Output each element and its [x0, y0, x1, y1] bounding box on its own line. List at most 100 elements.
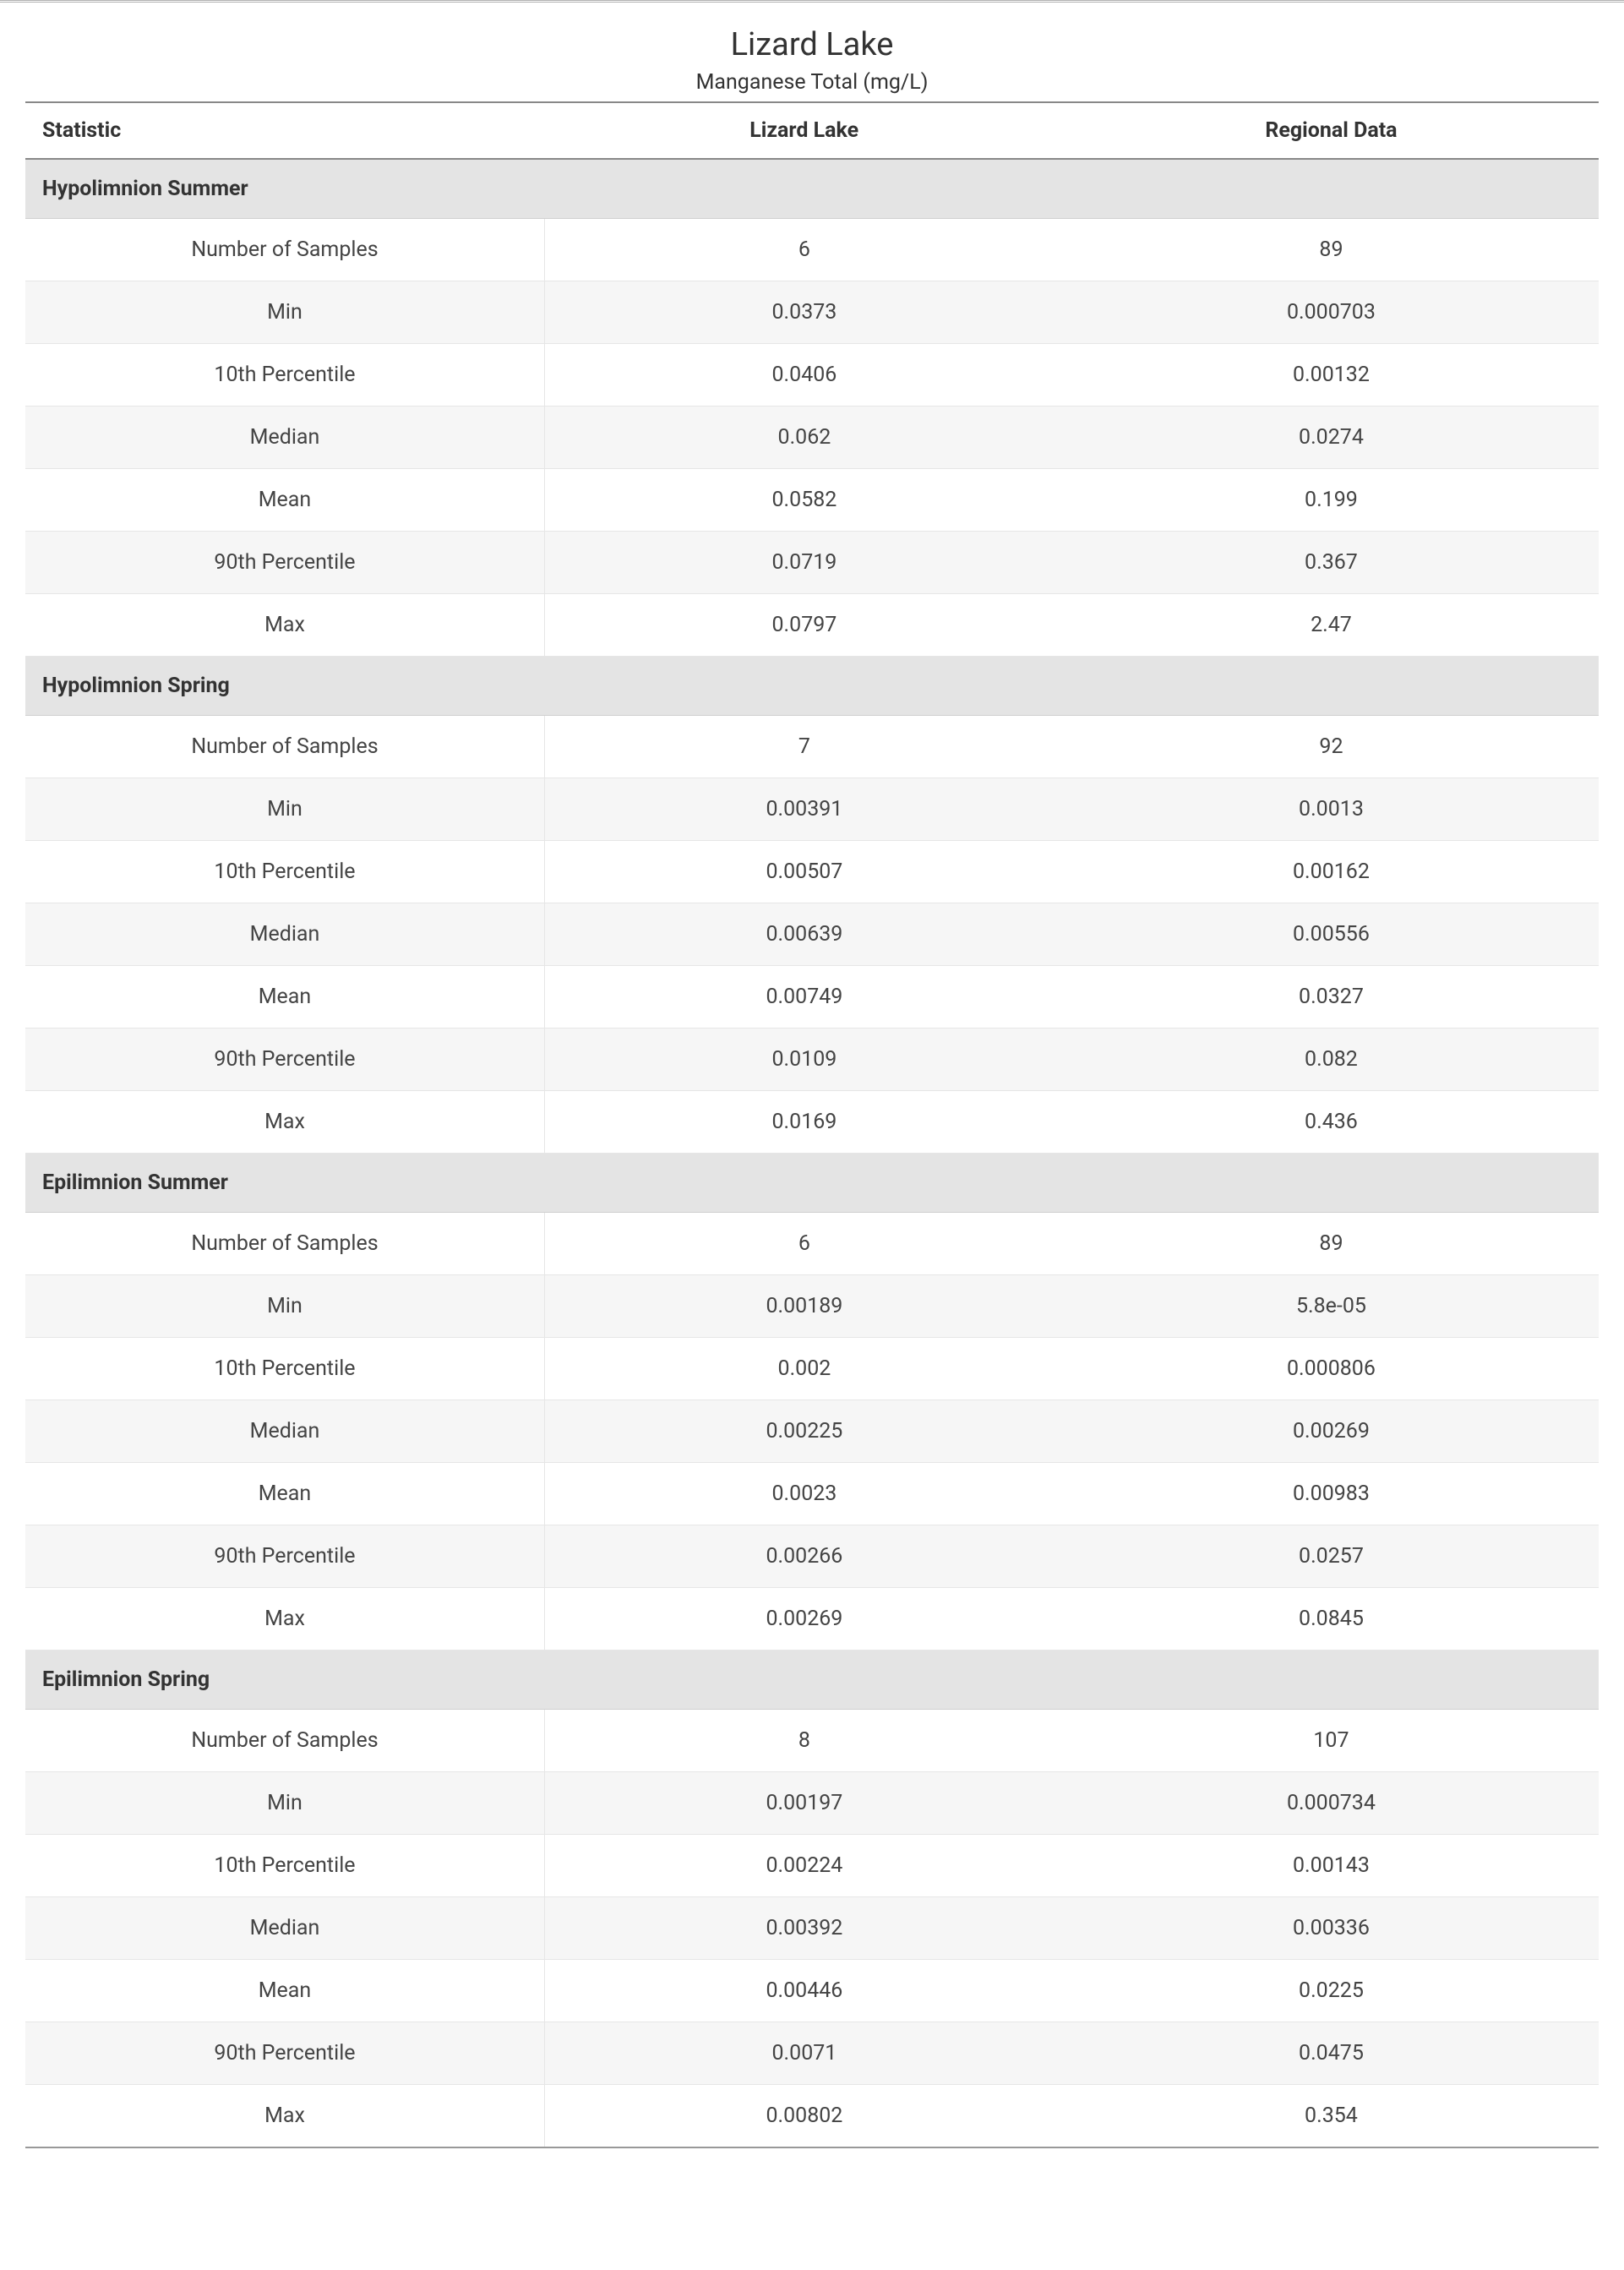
stat-name-cell: Max	[25, 2085, 544, 2148]
stat-name-cell: Max	[25, 1091, 544, 1154]
table-row: Max0.008020.354	[25, 2085, 1599, 2148]
stat-name-cell: Median	[25, 1897, 544, 1960]
table-row: Median0.003920.00336	[25, 1897, 1599, 1960]
table-row: Max0.01690.436	[25, 1091, 1599, 1154]
table-row: Min0.003910.0013	[25, 778, 1599, 841]
regional-value-cell: 0.00556	[1064, 903, 1599, 966]
section-header-row: Epilimnion Spring	[25, 1651, 1599, 1710]
table-row: Median0.002250.00269	[25, 1400, 1599, 1463]
table-row: Mean0.007490.0327	[25, 966, 1599, 1029]
regional-value-cell: 0.0013	[1064, 778, 1599, 841]
page-subtitle: Manganese Total (mg/L)	[25, 70, 1599, 95]
regional-value-cell: 0.436	[1064, 1091, 1599, 1154]
lake-value-cell: 0.0582	[544, 469, 1063, 532]
lake-value-cell: 0.00225	[544, 1400, 1063, 1463]
regional-value-cell: 107	[1064, 1710, 1599, 1772]
regional-value-cell: 0.000703	[1064, 281, 1599, 344]
table-row: 10th Percentile0.04060.00132	[25, 344, 1599, 407]
lake-value-cell: 0.0373	[544, 281, 1063, 344]
lake-value-cell: 0.00639	[544, 903, 1063, 966]
section-header-cell: Epilimnion Summer	[25, 1154, 1599, 1213]
lake-value-cell: 0.00189	[544, 1275, 1063, 1338]
table-body: Hypolimnion SummerNumber of Samples689Mi…	[25, 159, 1599, 2147]
stat-name-cell: Min	[25, 1275, 544, 1338]
regional-value-cell: 0.00132	[1064, 344, 1599, 407]
stat-name-cell: 10th Percentile	[25, 841, 544, 903]
regional-value-cell: 0.00983	[1064, 1463, 1599, 1525]
stat-name-cell: Number of Samples	[25, 1710, 544, 1772]
regional-value-cell: 0.000806	[1064, 1338, 1599, 1400]
regional-value-cell: 0.082	[1064, 1029, 1599, 1091]
regional-value-cell: 0.0257	[1064, 1525, 1599, 1588]
stat-name-cell: 10th Percentile	[25, 1835, 544, 1897]
stat-name-cell: Mean	[25, 1960, 544, 2022]
col-header-statistic: Statistic	[25, 102, 544, 159]
regional-value-cell: 0.0225	[1064, 1960, 1599, 2022]
stat-name-cell: Mean	[25, 469, 544, 532]
col-header-regional: Regional Data	[1064, 102, 1599, 159]
regional-value-cell: 0.00269	[1064, 1400, 1599, 1463]
table-header-row: Statistic Lizard Lake Regional Data	[25, 102, 1599, 159]
lake-value-cell: 0.0797	[544, 594, 1063, 657]
stat-name-cell: 90th Percentile	[25, 1525, 544, 1588]
regional-value-cell: 0.00143	[1064, 1835, 1599, 1897]
lake-value-cell: 0.00802	[544, 2085, 1063, 2148]
table-row: 10th Percentile0.0020.000806	[25, 1338, 1599, 1400]
lake-value-cell: 7	[544, 716, 1063, 778]
regional-value-cell: 5.8e-05	[1064, 1275, 1599, 1338]
regional-value-cell: 89	[1064, 219, 1599, 281]
table-row: 90th Percentile0.002660.0257	[25, 1525, 1599, 1588]
section-header-cell: Hypolimnion Summer	[25, 159, 1599, 219]
stat-name-cell: 90th Percentile	[25, 1029, 544, 1091]
regional-value-cell: 0.0475	[1064, 2022, 1599, 2085]
stat-name-cell: Number of Samples	[25, 219, 544, 281]
lake-value-cell: 0.00266	[544, 1525, 1063, 1588]
stat-name-cell: Number of Samples	[25, 716, 544, 778]
title-block: Lizard Lake Manganese Total (mg/L)	[25, 3, 1599, 101]
stat-name-cell: Max	[25, 1588, 544, 1651]
lake-value-cell: 8	[544, 1710, 1063, 1772]
table-row: 10th Percentile0.005070.00162	[25, 841, 1599, 903]
regional-value-cell: 0.0845	[1064, 1588, 1599, 1651]
table-row: Max0.002690.0845	[25, 1588, 1599, 1651]
lake-value-cell: 6	[544, 219, 1063, 281]
regional-value-cell: 0.00336	[1064, 1897, 1599, 1960]
stat-name-cell: Max	[25, 594, 544, 657]
lake-value-cell: 0.00749	[544, 966, 1063, 1029]
regional-value-cell: 2.47	[1064, 594, 1599, 657]
stats-table: Statistic Lizard Lake Regional Data Hypo…	[25, 101, 1599, 2148]
stat-name-cell: 90th Percentile	[25, 2022, 544, 2085]
table-row: 90th Percentile0.01090.082	[25, 1029, 1599, 1091]
table-row: Mean0.004460.0225	[25, 1960, 1599, 2022]
lake-value-cell: 0.00391	[544, 778, 1063, 841]
table-row: 90th Percentile0.00710.0475	[25, 2022, 1599, 2085]
table-row: Max0.07972.47	[25, 594, 1599, 657]
section-header-row: Hypolimnion Spring	[25, 657, 1599, 716]
lake-value-cell: 0.0023	[544, 1463, 1063, 1525]
table-row: Number of Samples689	[25, 1213, 1599, 1275]
table-row: Min0.001970.000734	[25, 1772, 1599, 1835]
regional-value-cell: 0.367	[1064, 532, 1599, 594]
regional-value-cell: 0.0274	[1064, 407, 1599, 469]
stat-name-cell: 10th Percentile	[25, 344, 544, 407]
table-row: Min0.03730.000703	[25, 281, 1599, 344]
table-row: Number of Samples8107	[25, 1710, 1599, 1772]
table-row: 10th Percentile0.002240.00143	[25, 1835, 1599, 1897]
stat-name-cell: Number of Samples	[25, 1213, 544, 1275]
stat-name-cell: Median	[25, 1400, 544, 1463]
lake-value-cell: 6	[544, 1213, 1063, 1275]
page-title: Lizard Lake	[25, 26, 1599, 63]
regional-value-cell: 0.00162	[1064, 841, 1599, 903]
table-row: 90th Percentile0.07190.367	[25, 532, 1599, 594]
table-row: Min0.001895.8e-05	[25, 1275, 1599, 1338]
section-header-row: Epilimnion Summer	[25, 1154, 1599, 1213]
lake-value-cell: 0.002	[544, 1338, 1063, 1400]
report-page: Lizard Lake Manganese Total (mg/L) Stati…	[0, 0, 1624, 2174]
table-row: Mean0.05820.199	[25, 469, 1599, 532]
section-header-row: Hypolimnion Summer	[25, 159, 1599, 219]
lake-value-cell: 0.0169	[544, 1091, 1063, 1154]
lake-value-cell: 0.00197	[544, 1772, 1063, 1835]
lake-value-cell: 0.0719	[544, 532, 1063, 594]
stat-name-cell: Min	[25, 778, 544, 841]
lake-value-cell: 0.0406	[544, 344, 1063, 407]
